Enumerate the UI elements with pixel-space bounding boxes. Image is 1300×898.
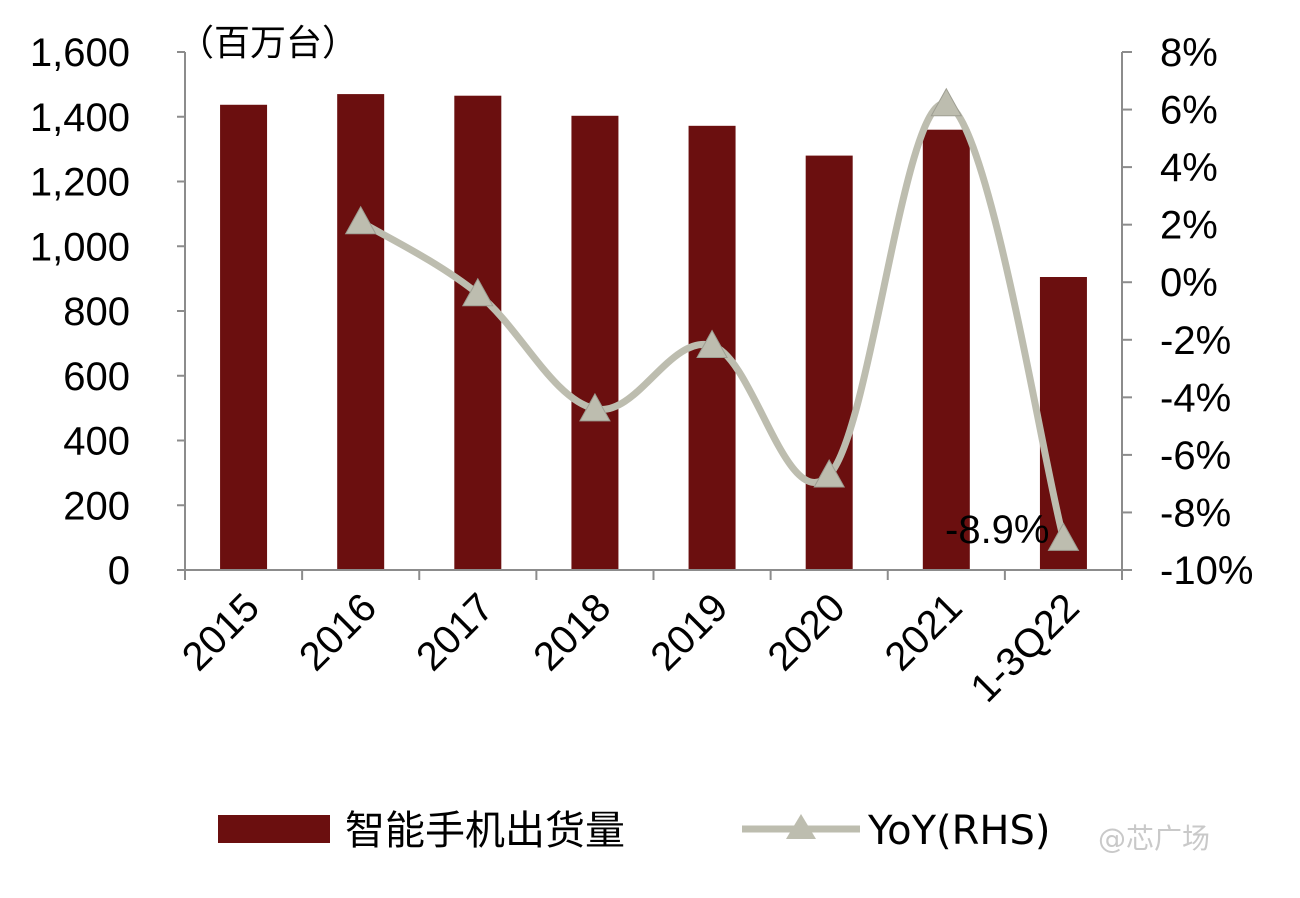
- x-tick-label: 2021: [877, 585, 971, 679]
- right-tick-label: 6%: [1160, 89, 1218, 133]
- bar-1-3Q22: [1039, 277, 1087, 570]
- left-tick-label: 0: [108, 549, 130, 593]
- right-tick-label: -8%: [1160, 491, 1231, 535]
- bar-series: [220, 94, 1087, 571]
- x-tick-label: 2015: [174, 585, 268, 679]
- legend-swatch-bars: [218, 815, 330, 843]
- left-tick-label: 800: [63, 290, 130, 334]
- watermark-text: @芯广场: [1098, 822, 1210, 855]
- legend-label-bars: 智能手机出货量: [345, 808, 625, 854]
- bar-2020: [805, 155, 853, 570]
- bar-2021: [922, 129, 970, 570]
- x-tick-label: 2018: [525, 585, 619, 679]
- bar-2015: [220, 104, 268, 571]
- yoy-marker-2020: [813, 459, 846, 488]
- left-tick-label: 200: [63, 484, 130, 528]
- left-tick-label: 1,400: [30, 96, 130, 140]
- right-tick-label: -2%: [1160, 319, 1231, 363]
- x-tick-label: 2019: [642, 585, 736, 679]
- yoy-marker-2019: [696, 329, 728, 359]
- yoy-line-series: [344, 87, 1080, 551]
- legend-swatch-marker: [786, 814, 816, 839]
- yoy-marker-2021: [930, 87, 963, 117]
- yoy-line: [357, 100, 1067, 542]
- axes: [177, 51, 1132, 580]
- x-tick-label: 2020: [760, 585, 854, 679]
- right-tick-label: 8%: [1160, 31, 1218, 75]
- right-tick-label: 4%: [1160, 146, 1218, 190]
- right-tick-label: -6%: [1160, 434, 1231, 478]
- bar-2018: [571, 115, 619, 570]
- right-tick-label: -10%: [1160, 549, 1253, 593]
- annotation-label: -8.9%: [945, 508, 1050, 552]
- annotations: -8.9%: [945, 508, 1050, 552]
- yoy-marker-2018: [579, 392, 611, 422]
- left-tick-label: 1,600: [30, 31, 130, 75]
- unit-label: （百万台）: [178, 23, 358, 64]
- right-tick-label: -4%: [1160, 376, 1231, 420]
- left-tick-label: 1,200: [30, 161, 130, 205]
- left-tick-label: 400: [63, 420, 130, 464]
- x-tick-label: 2017: [408, 585, 502, 679]
- yoy-marker-2016: [344, 205, 377, 235]
- watermark: @芯广场: [1098, 822, 1210, 855]
- x-tick-label: 1-3Q22: [962, 585, 1087, 710]
- legend: 智能手机出货量 YoY(RHS): [218, 808, 1051, 854]
- right-tick-label: 2%: [1160, 204, 1218, 248]
- yoy-marker-1-3Q22: [1047, 522, 1080, 551]
- right-tick-label: 0%: [1160, 261, 1218, 305]
- left-tick-label: 600: [63, 355, 130, 399]
- left-tick-label: 1,000: [30, 225, 130, 269]
- bar-2017: [454, 95, 502, 571]
- yoy-marker-2017: [461, 277, 494, 307]
- bar-2016: [337, 94, 385, 571]
- x-tick-label: 2016: [291, 585, 385, 679]
- legend-label-line: YoY(RHS): [867, 808, 1051, 854]
